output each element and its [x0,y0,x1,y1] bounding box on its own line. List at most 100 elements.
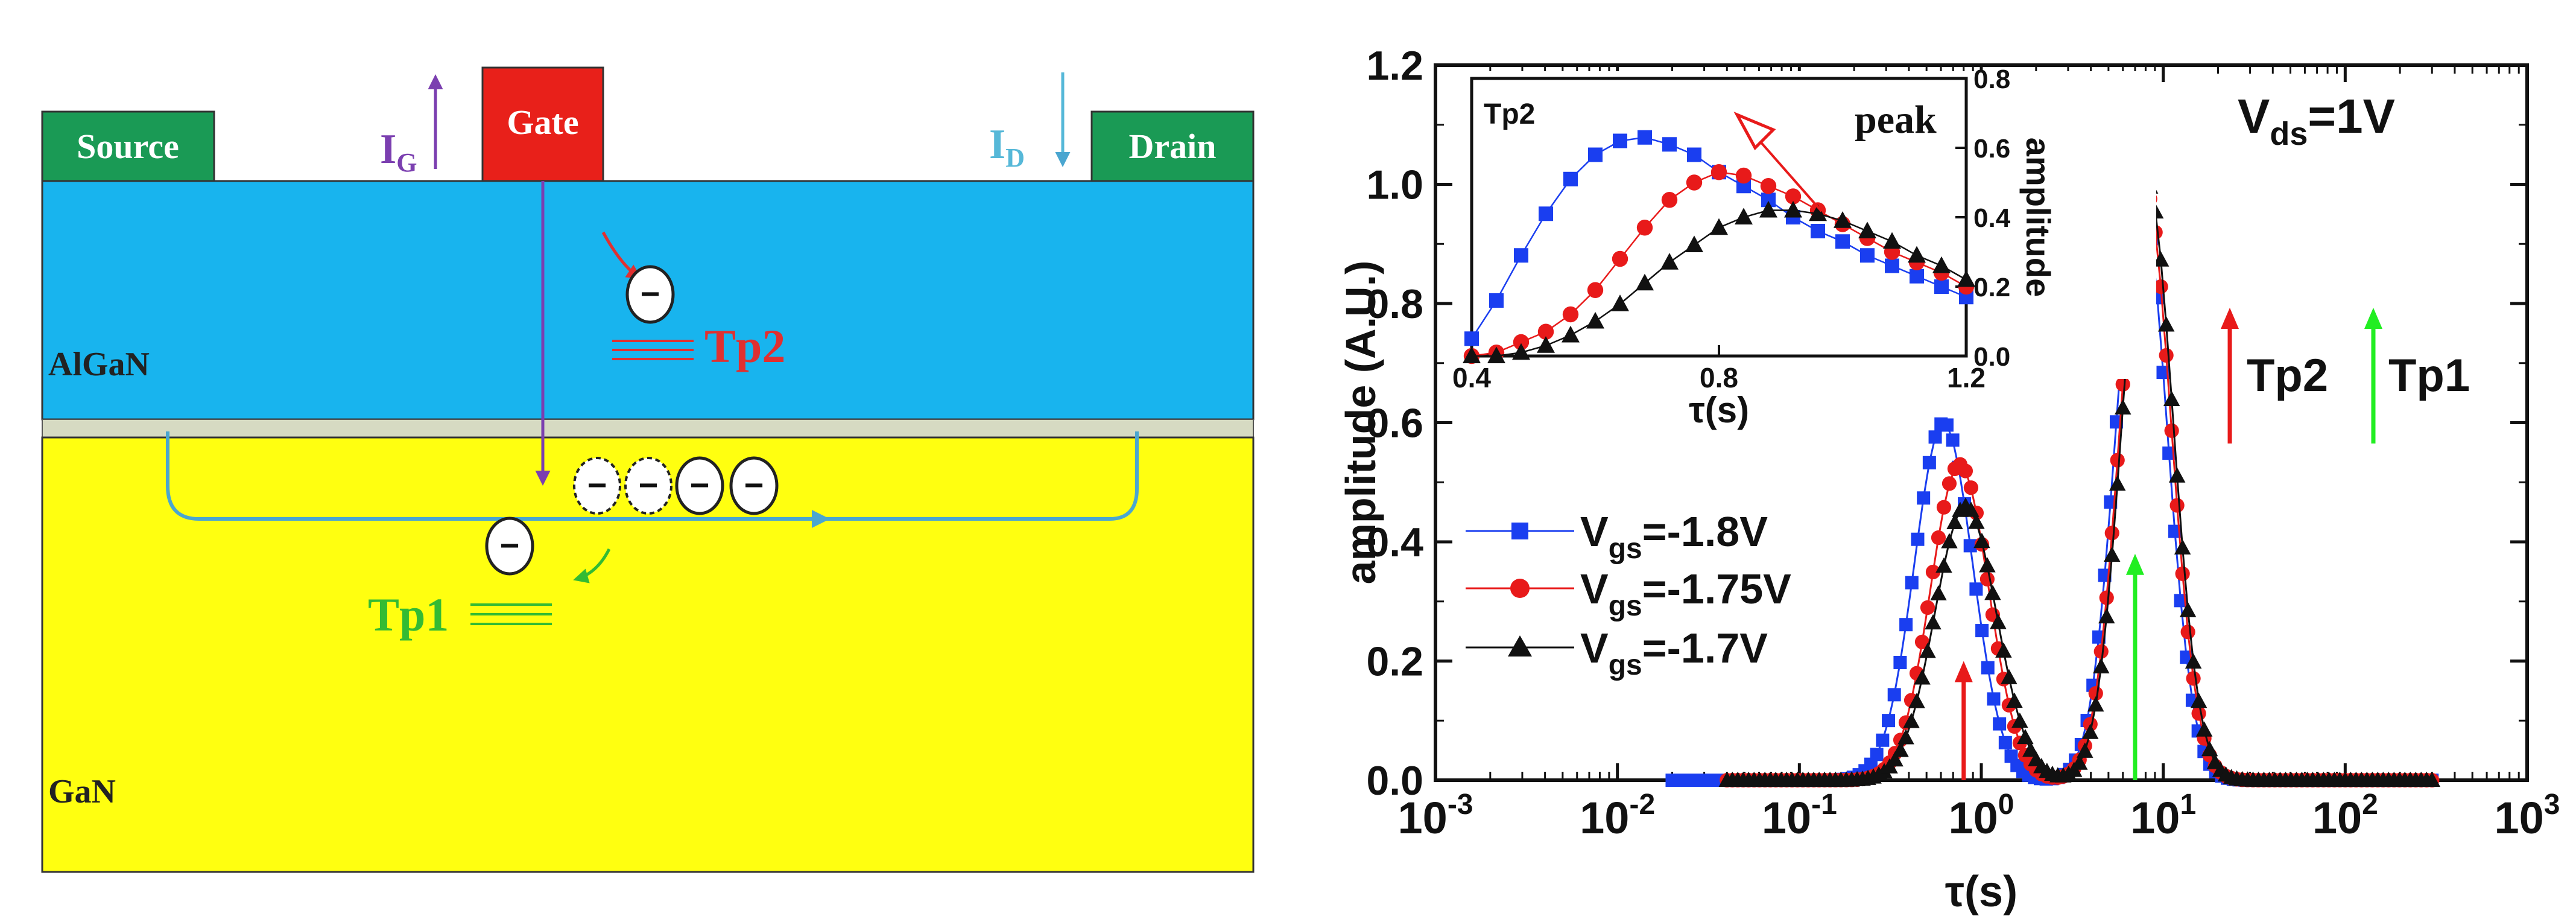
inset-data-point [1710,218,1728,235]
data-point [2191,706,2206,721]
data-point [2114,399,2131,415]
data-point [2185,653,2202,669]
data-point [1914,669,1931,685]
inset-data-point [1537,323,1554,340]
data-point [2115,377,2130,392]
inset-x-tick-labels: 0.4 0.8 1.2 [1452,362,1986,393]
data-point [1995,642,2012,658]
data-point [2174,539,2191,555]
inset-data-point [1587,282,1604,298]
data-point [2179,602,2197,617]
x-tick-label: 10-2 [1580,789,1655,843]
tp1-label: Tp1 [368,588,449,641]
amplitude-vs-tau-chart: 10-3 10-2 10-1 100 101 102 103 0.0 0.2 0.4 0.6 0.8… [1337,43,2560,916]
inset-background [1463,71,2156,379]
data-point [2006,692,2023,708]
inset-data-point [1512,343,1530,360]
data-point [1870,748,1884,761]
data-point [2186,671,2201,686]
x-tick-label: 103 [2494,789,2560,843]
data-point [2077,742,2093,758]
data-point [1963,480,1979,495]
data-point [1935,557,1952,573]
inset-data-point [1785,188,1802,205]
data-point [1941,476,1957,491]
data-point [1987,692,2001,706]
data-point [1990,614,2007,629]
data-point [2163,390,2180,407]
data-point [1920,600,1935,615]
data-point [1892,742,1909,757]
inset-data-point [1934,279,1949,294]
data-point [1981,661,1995,675]
data-point [1887,751,1904,767]
channel-electrons: − − − − [573,456,779,515]
legend-label-vgs-1.7: Vgs=-1.7V [1580,625,1768,681]
inset-data-point [1563,171,1578,186]
data-point [2164,423,2179,438]
id-current-label: ID [989,121,1025,173]
data-point [1925,614,1941,630]
data-point [1979,571,1995,587]
inset-ylabel: amplitude [2019,138,2057,297]
data-point [1984,585,2001,600]
data-point [1928,430,1942,444]
inset-data-point [1661,192,1678,208]
y-tick-label: 0.2 [1366,639,1423,685]
data-point [1899,618,1913,632]
inset-data-point [1588,147,1603,162]
data-point [1919,643,1936,658]
main-x-tick-labels: 10-3 10-2 10-1 100 101 102 103 [1398,789,2560,843]
gan-label: GaN [48,773,116,810]
interface-layer [42,419,1254,438]
main-peak-arrows [1954,553,2144,780]
data-point [1963,539,1977,553]
inset-data-point [1908,246,1926,263]
inset-series-2 [1463,200,1975,363]
inset-data-point [1883,232,1901,249]
channel-electron-dashed-icon [573,457,621,515]
inset-x-tick-label: 0.4 [1452,362,1491,393]
inset-data-point [1636,220,1653,236]
main-series-group [1665,178,2441,788]
x-tick-label: 100 [1948,789,2014,843]
data-point [1946,513,1963,530]
data-point [2017,728,2034,745]
inset-peak-arrow-icon [1733,111,1823,212]
data-point [1922,456,1936,469]
data-point [2153,279,2168,294]
main-xlabel: τ(s) [1945,868,2017,916]
inset-data-point [1539,206,1553,221]
data-point [1911,532,1925,546]
main-ylabel: amplitude (A.U.) [1337,261,1384,585]
y-tick-label: 1.2 [1366,43,1423,89]
legend-marker-square [1511,523,1528,539]
data-point [2201,741,2218,757]
data-point [2104,526,2119,541]
inset-data-point [1513,334,1530,351]
inset-y-tick-label: 0.6 [1973,134,2010,164]
data-point [2082,723,2099,739]
channel-electron-path-icon [166,431,830,528]
inset-data-point [1487,346,1505,363]
drain-label: Drain [1129,127,1217,166]
peak-arrowhead-Tp2 [1954,661,1973,682]
tp2-label: Tp2 [704,320,785,372]
data-point [1958,463,1973,478]
inset-data-point [1514,248,1528,263]
data-point [1998,736,2012,749]
inset-data-point [1463,346,1481,363]
tp2-trap-level-icon [612,340,694,360]
data-point [2022,741,2039,757]
inset-y-tick-label: 0.8 [1973,65,2010,94]
inset-data-point [1735,208,1753,224]
vds-annotation: Vds=1V [2238,89,2395,152]
inset-data-point [1612,250,1628,267]
inset-x-tick-label: 1.2 [1947,362,1986,393]
inset-data-point [1489,293,1504,308]
channel-electron-symbol: − [587,466,607,504]
inset-y-tick-label: 0.4 [1973,203,2011,233]
x-tick-label: 10-3 [1398,789,1473,843]
inset-data-point [1957,270,1975,287]
hemt-device-diagram: Source Gate Drain IG ID AlGaN GaN − Tp2 … [41,66,1255,873]
